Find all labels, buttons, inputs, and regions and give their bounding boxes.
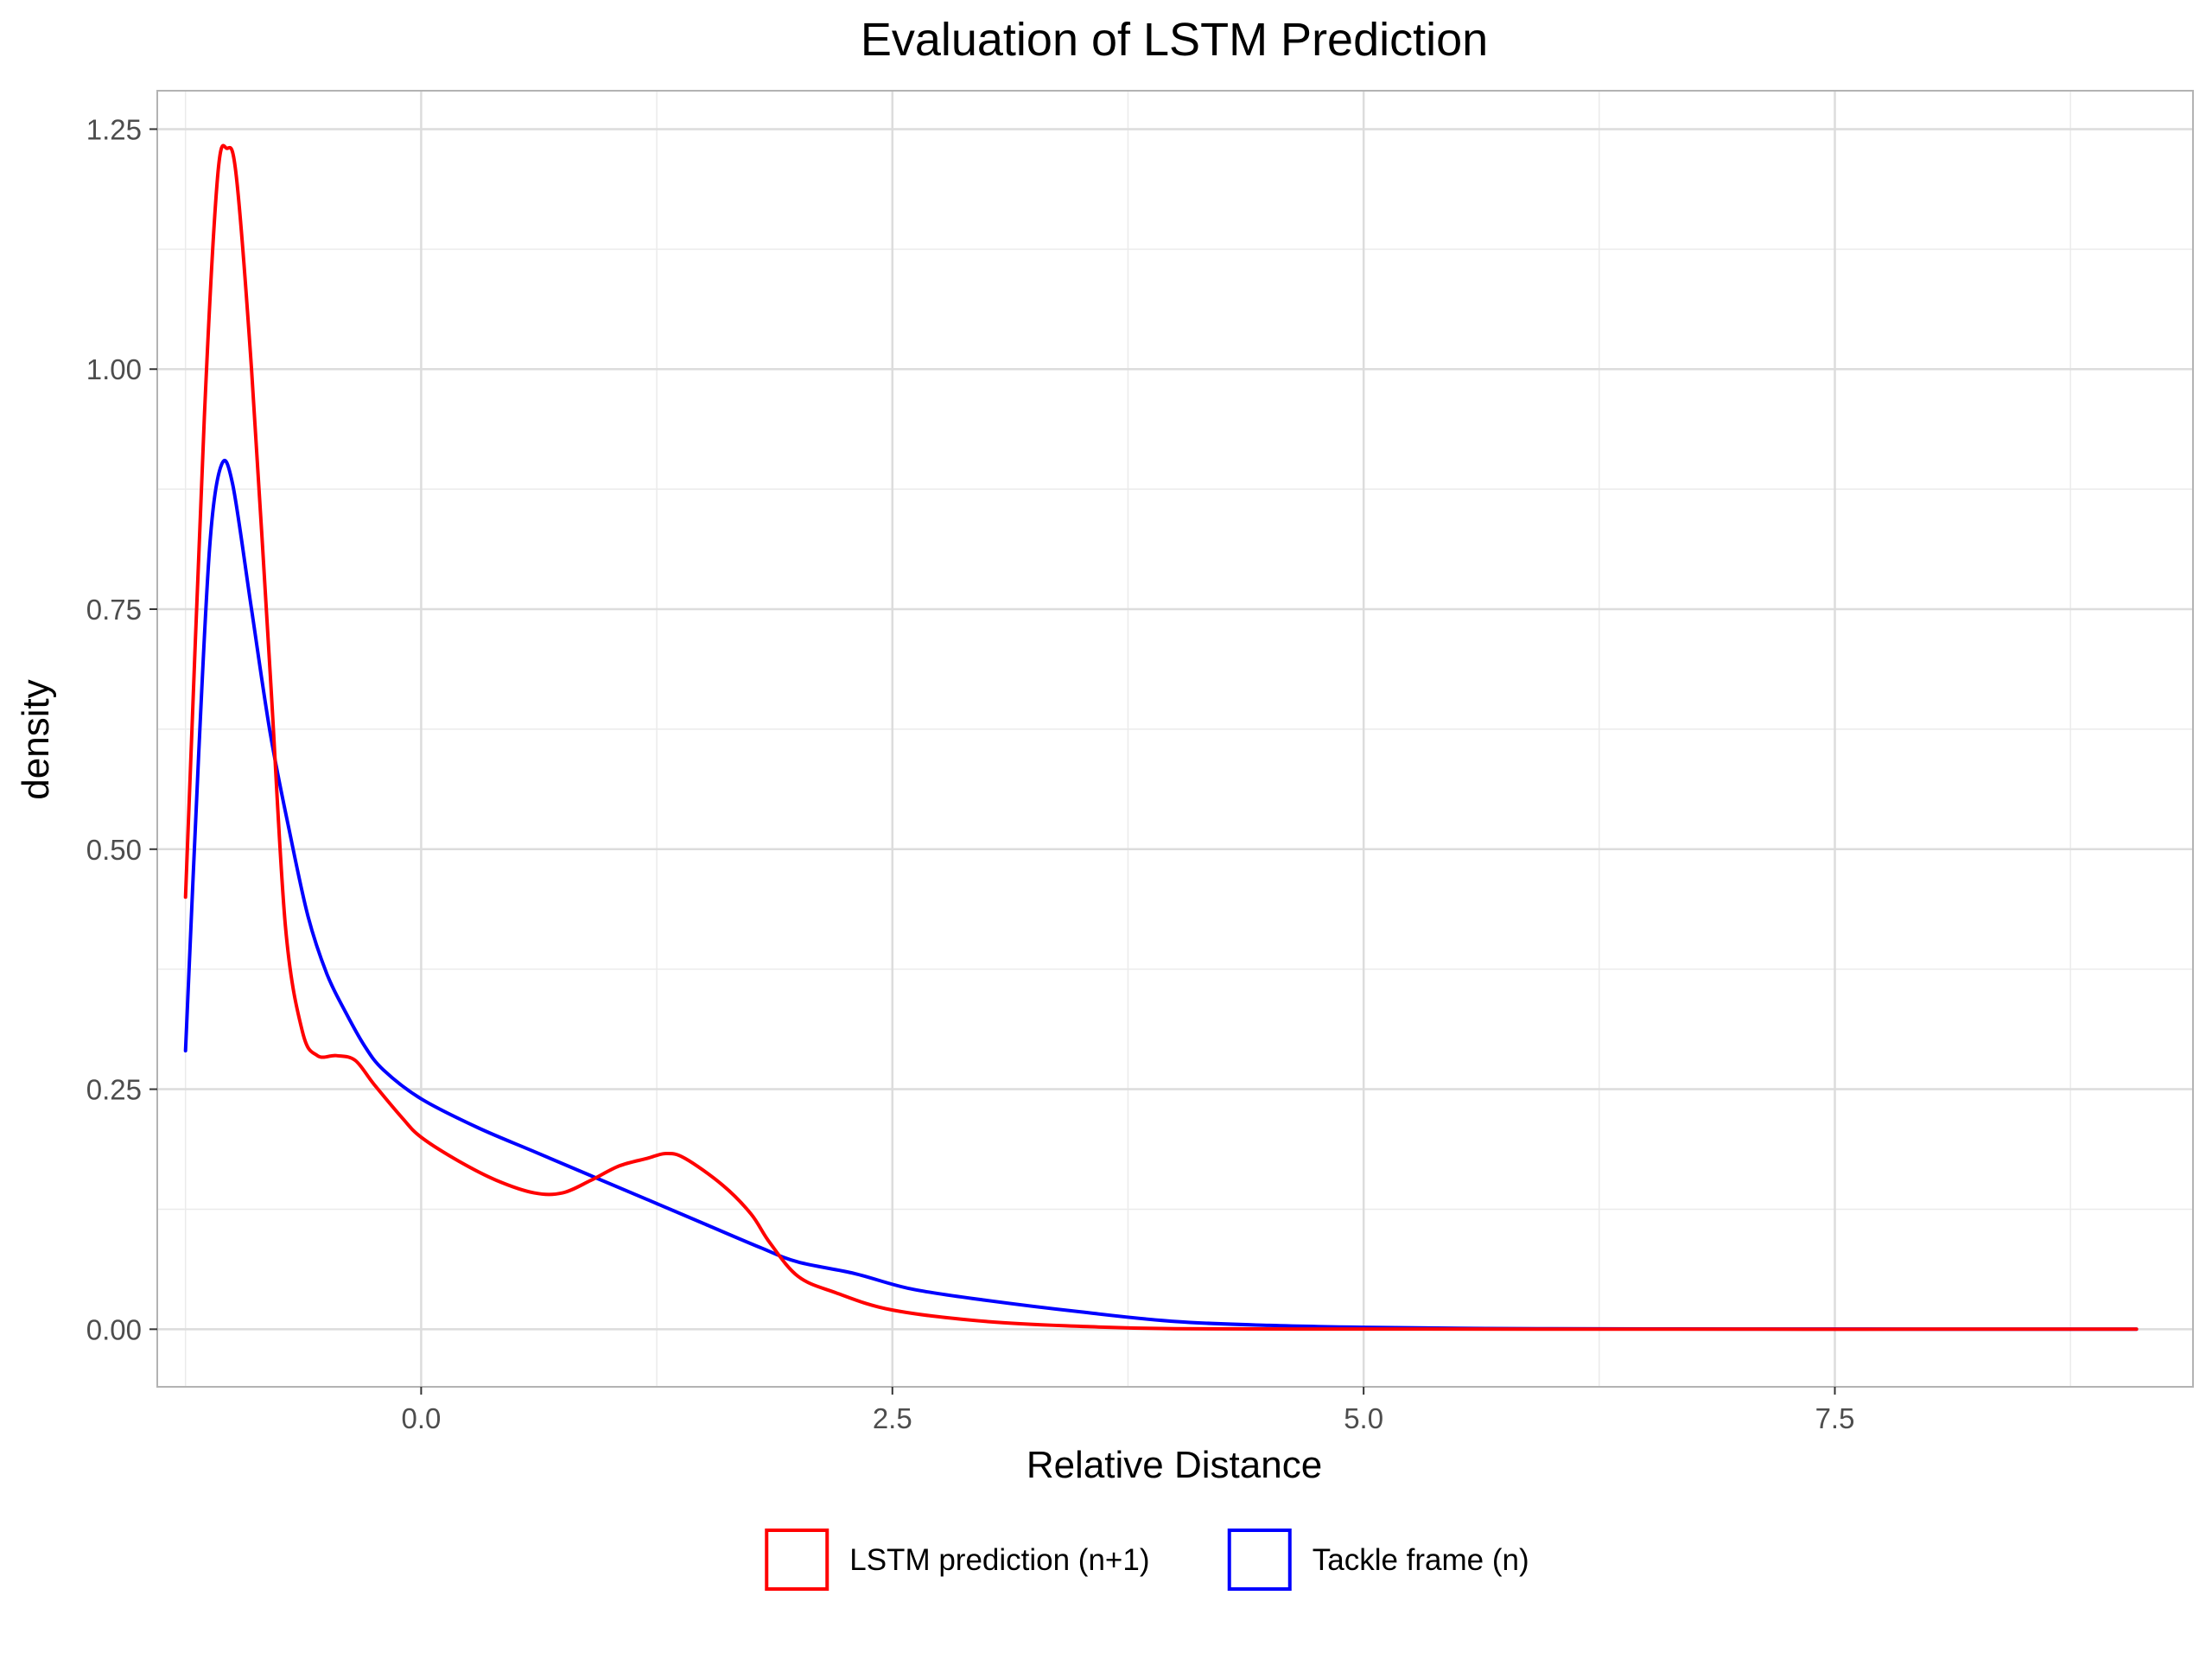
legend-label: LSTM prediction (n+1) bbox=[849, 1543, 1149, 1577]
y-axis-title: density bbox=[15, 679, 57, 799]
series-line-lstm-prediction bbox=[183, 143, 2139, 1332]
y-tick-label: 0.75 bbox=[86, 594, 142, 626]
plot-panel-border bbox=[156, 90, 2194, 1388]
x-tick-label: 0.0 bbox=[401, 1402, 441, 1434]
minor-gridlines bbox=[157, 91, 2193, 1387]
x-axis-title: Relative Distance bbox=[1027, 1444, 1322, 1486]
y-axis-ticks: 0.00 0.25 0.50 0.75 1.00 1.25 bbox=[86, 113, 157, 1345]
x-axis-ticks: 0.0 2.5 5.0 7.5 bbox=[401, 1387, 1854, 1434]
y-tick-label: 0.00 bbox=[86, 1313, 142, 1345]
y-tick-label: 0.25 bbox=[86, 1074, 142, 1106]
chart-title: Evaluation of LSTM Prediction bbox=[861, 14, 1488, 66]
series-lines bbox=[183, 143, 2139, 1332]
y-tick-label: 1.25 bbox=[86, 113, 142, 145]
y-tick-label: 1.00 bbox=[86, 353, 142, 385]
legend-key bbox=[765, 1529, 830, 1591]
x-tick-label: 5.0 bbox=[1344, 1402, 1383, 1434]
x-tick-label: 2.5 bbox=[873, 1402, 912, 1434]
legend: LSTM prediction (n+1) Tackle frame (n) bbox=[765, 1529, 1529, 1591]
legend-key bbox=[1227, 1529, 1292, 1591]
legend-label: Tackle frame (n) bbox=[1313, 1543, 1529, 1577]
y-tick-label: 0.50 bbox=[86, 834, 142, 866]
x-tick-label: 7.5 bbox=[1815, 1402, 1855, 1434]
